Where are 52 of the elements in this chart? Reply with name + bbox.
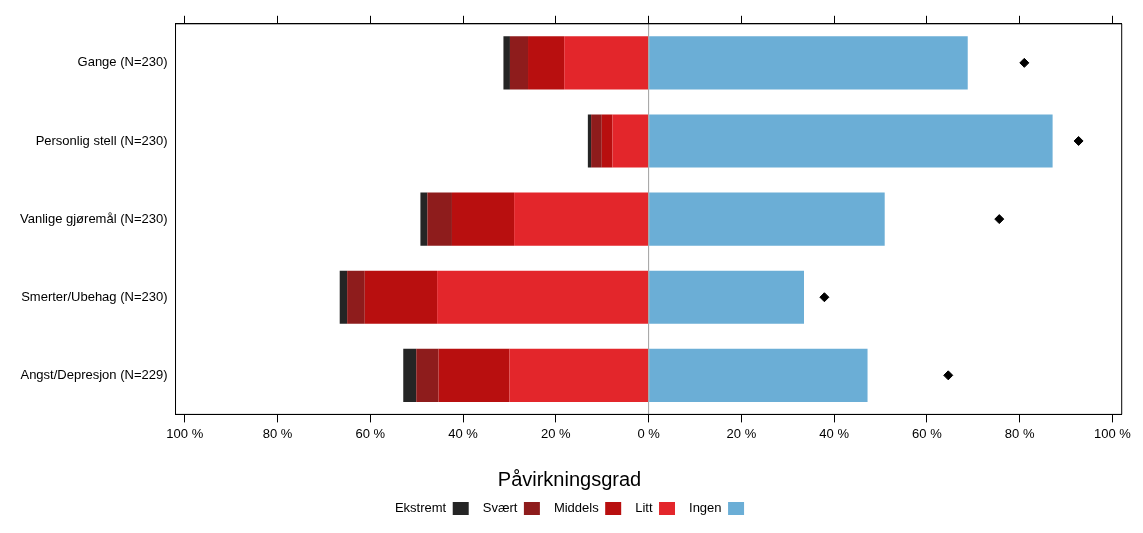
bar [612,114,649,168]
bar [514,192,649,246]
point [994,214,1005,225]
bar [364,270,438,324]
y-tick-label: Vanlige gjøremål (N=230) [19,210,168,226]
y-tick-label: Angst/Depresjon (N=229) [20,366,168,382]
x-tick-label: 40 % [819,425,850,441]
x-tick-label: 40 % [448,425,479,441]
bar [347,270,365,324]
legend-label: Ekstremt [394,500,447,516]
bar [416,348,439,402]
bar [451,192,515,246]
legend-label: Litt [635,500,653,516]
bar [649,348,868,402]
x-tick-label: 60 % [355,425,386,441]
bar [438,348,510,402]
legend-title: Påvirkningsgrad [497,467,642,490]
bar [649,270,804,324]
x-tick-label: 100 % [1094,425,1132,441]
bar [509,36,529,90]
bar [528,36,565,90]
bar [509,348,649,402]
legend-label: Ingen [689,500,722,516]
bar [420,192,428,246]
x-tick-label: 80 % [1004,425,1035,441]
bar [601,114,613,168]
x-tick-label: 100 % [166,425,204,441]
bar [427,192,452,246]
bar [649,36,968,90]
bar [339,270,348,324]
bar [564,36,649,90]
y-tick-label: Personlig stell (N=230) [35,132,168,148]
x-tick-label: 20 % [726,425,757,441]
x-tick-label: 20 % [541,425,572,441]
bar [403,348,417,402]
point [943,370,954,381]
y-tick-label: Smerter/Ubehag (N=230) [21,288,168,304]
x-tick-label: 80 % [262,425,293,441]
legend-label: Svært [482,500,518,516]
bar [649,192,885,246]
bar [503,36,510,90]
x-tick-label: 0 % [637,425,661,441]
bar [587,114,592,168]
legend-label: Middels [553,500,600,516]
bar [437,270,649,324]
point [819,292,830,303]
point [1073,135,1084,146]
bar [649,114,1053,168]
y-tick-label: Gange (N=230) [77,54,168,70]
point [1019,57,1030,68]
bar [591,114,602,168]
x-tick-label: 60 % [912,425,943,441]
